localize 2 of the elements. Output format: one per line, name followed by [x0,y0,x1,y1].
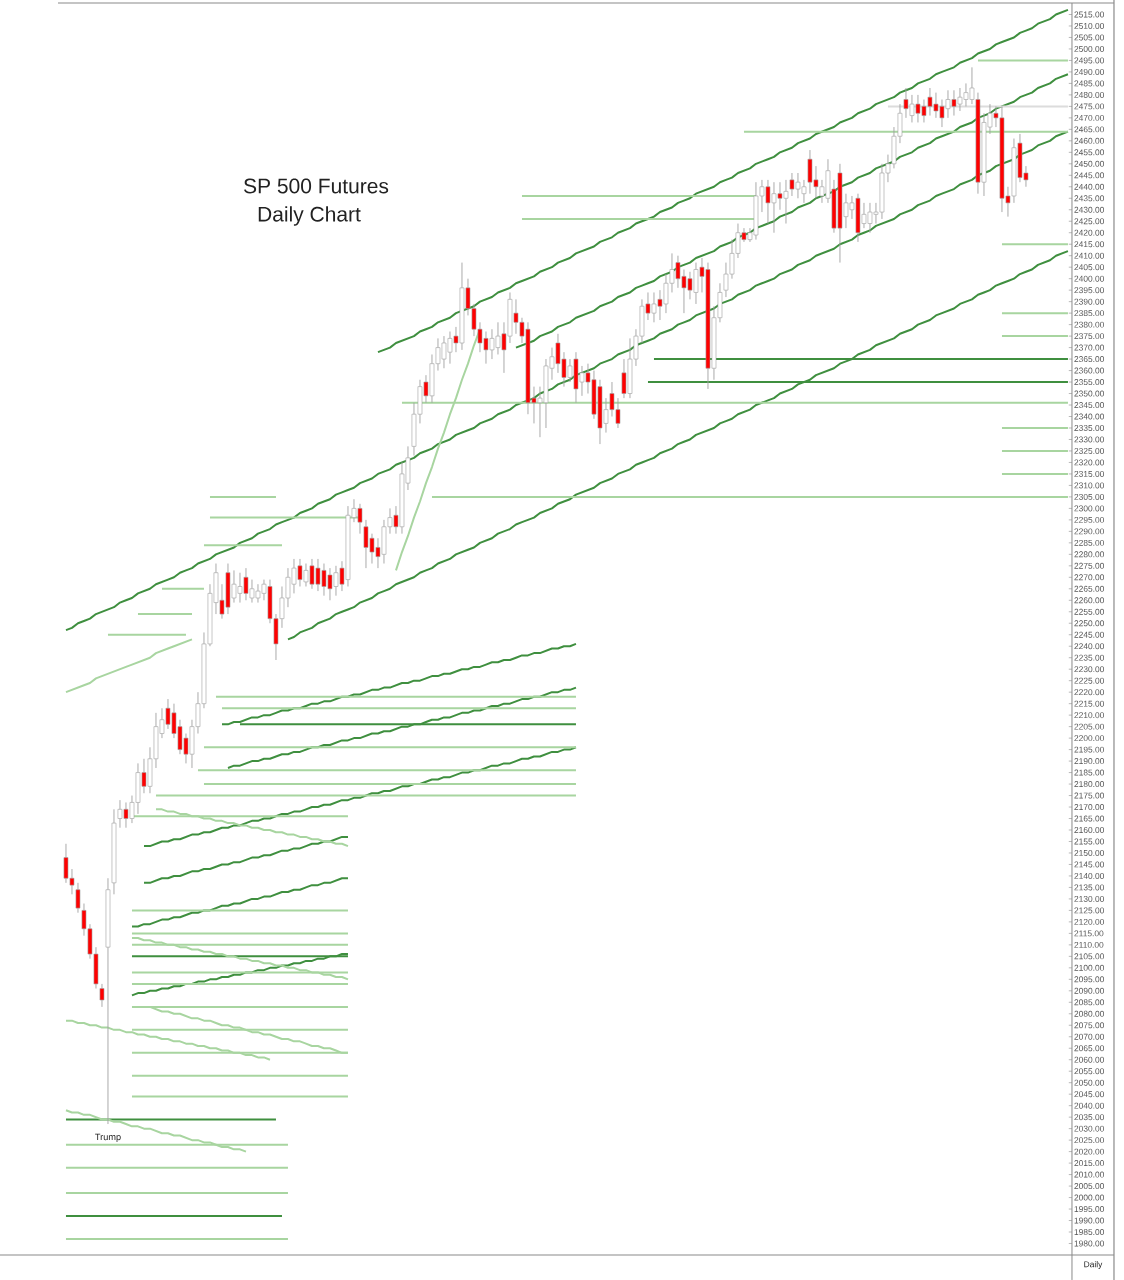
text: Daily Chart [258,206,361,226]
text: SP 500 Futures [244,178,389,194]
